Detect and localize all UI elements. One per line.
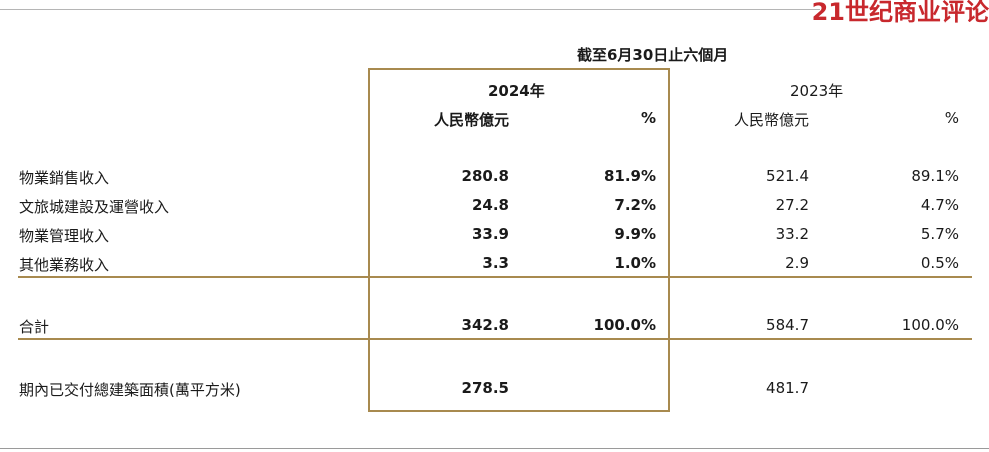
total-percent-2024: 100.0% [593, 316, 656, 334]
top-rule [0, 9, 820, 10]
cell-percent-2024: 7.2% [614, 196, 656, 214]
watermark-logo: 21世纪商业评论 [811, 0, 989, 26]
cell-percent-2024: 9.9% [614, 225, 656, 243]
year-2023-header: 2023年 [790, 82, 844, 100]
cell-value-2024: 280.8 [461, 167, 509, 185]
area-label: 期內已交付總建築面積(萬平方米) [19, 381, 241, 399]
cell-value-2023: 521.4 [766, 167, 809, 185]
cell-value-2023: 27.2 [775, 196, 809, 214]
cell-value-2023: 2.9 [785, 254, 809, 272]
row-label: 物業管理收入 [19, 227, 110, 245]
percent-header-2024: % [640, 109, 656, 127]
percent-header-2023: % [944, 109, 959, 127]
cell-percent-2024: 81.9% [603, 167, 656, 185]
unit-header-2024: 人民幣億元 [433, 111, 509, 129]
cell-percent-2023: 5.7% [920, 225, 959, 243]
row-label: 文旅城建設及運營收入 [19, 198, 170, 216]
period-header: 截至6月30日止六個月 [577, 46, 729, 64]
area-value-2024: 278.5 [461, 379, 509, 397]
cell-percent-2023: 89.1% [911, 167, 959, 185]
total-value-2023: 584.7 [766, 316, 809, 334]
cell-percent-2023: 0.5% [920, 254, 959, 272]
cell-percent-2024: 1.0% [614, 254, 656, 272]
row-label: 物業銷售收入 [19, 169, 110, 187]
cell-value-2023: 33.2 [775, 225, 809, 243]
cell-percent-2023: 4.7% [920, 196, 959, 214]
divider-rule [18, 276, 972, 278]
bottom-rule [0, 448, 989, 449]
row-label: 其他業務收入 [19, 256, 110, 274]
cell-value-2024: 3.3 [482, 254, 509, 272]
year-2024-header: 2024年 [488, 82, 545, 100]
highlight-box-2024 [368, 68, 670, 412]
cell-value-2024: 24.8 [471, 196, 509, 214]
total-value-2024: 342.8 [461, 316, 509, 334]
total-percent-2023: 100.0% [901, 316, 959, 334]
area-value-2023: 481.7 [766, 379, 809, 397]
cell-value-2024: 33.9 [471, 225, 509, 243]
total-label: 合計 [19, 318, 50, 336]
divider-rule [18, 338, 972, 340]
unit-header-2023: 人民幣億元 [733, 111, 809, 129]
